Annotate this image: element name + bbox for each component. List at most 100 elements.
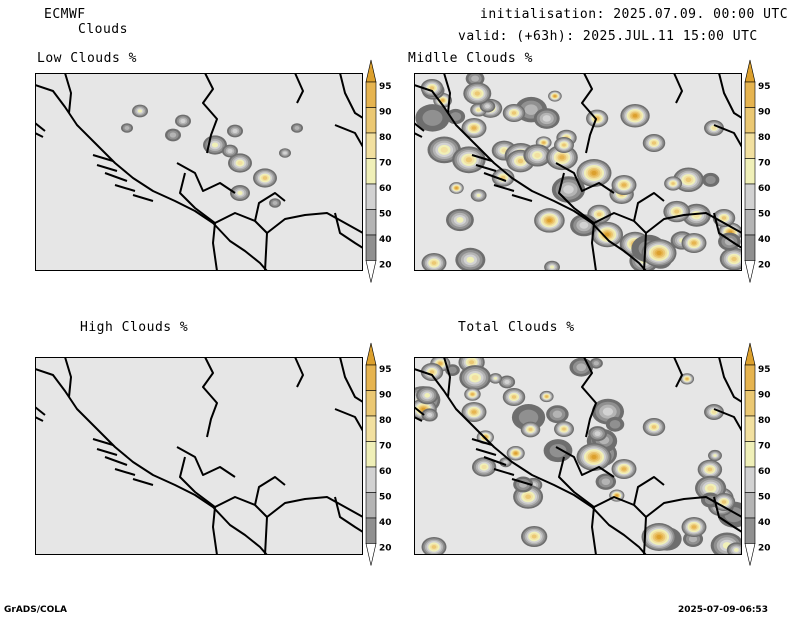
colorbar-label: 50 [758,210,771,220]
cloud-cell [422,109,443,126]
cloud-cell [471,410,477,414]
colorbar-label: 95 [758,365,771,375]
mid-clouds-map [414,73,742,271]
cloud-cell [542,141,545,144]
cloud-cell [579,221,589,229]
total-clouds-map [414,357,742,555]
init-time: initialisation: 2025.07.09. 00:00 UTC [480,7,789,22]
high-clouds-colorbar: 95 90 80 70 60 50 40 20 [363,341,399,579]
colorbar-segment [744,390,756,417]
colorbar-segment [744,441,756,468]
colorbar-segment [365,390,377,417]
colorbar-bottom-arrow [744,543,756,566]
cloud-cell [685,177,692,183]
cloud-cell [427,412,433,418]
colorbar-bottom-arrow [365,543,377,566]
colorbar-svg: 95 90 80 70 60 50 40 20 [365,59,392,283]
footer-timestamp: 2025-07-09-06:53 [678,605,768,615]
colorbar-label: 40 [758,235,771,245]
cloud-cell [721,216,727,220]
colorbar-segment [365,441,377,468]
map-frame [414,73,742,271]
cloud-cell [456,217,464,223]
cloud-cell [656,534,662,540]
cloud-cell [534,152,541,158]
colorbar-label: 90 [758,391,771,401]
cloud-cell [465,157,473,163]
colorbar-label: 80 [379,416,392,426]
cloud-cell [481,464,487,470]
cloud-cell [237,190,243,196]
cloud-cell [227,148,233,154]
colorbar-label: 20 [379,261,392,271]
cloud-cell [429,86,435,90]
cloud-cell [124,126,130,130]
colorbar-top-arrow [365,59,377,83]
cloud-cell [621,183,627,187]
cloud-cell [602,407,614,416]
cloud-cell [711,126,717,130]
cloud-cell [707,485,715,491]
cloud-cell [471,126,477,130]
cloud-cell [615,494,618,497]
cloud-cell [632,114,638,118]
cloud-cell [511,395,517,399]
total-clouds-colorbar: 95 90 80 70 60 50 40 20 [742,341,778,579]
colorbar-label: 60 [758,184,771,194]
colorbar-label: 90 [379,391,392,401]
colorbar-svg: 95 90 80 70 60 50 40 20 [744,342,771,566]
cloud-cell [511,111,517,115]
low-clouds-map-svg [35,73,363,271]
colorbar-label: 90 [379,108,392,118]
cloud-cell [531,534,537,539]
cloud-cell [518,409,539,426]
colorbar-segment [365,183,377,210]
cloud-cell [562,427,566,431]
cloud-cell [211,142,219,148]
colorbar-top-arrow [365,342,377,366]
cloud-cell [294,126,300,130]
cloud-cell [731,256,737,262]
cloud-cell [674,209,680,214]
colorbar-label: 40 [379,518,392,528]
cloud-cell [562,143,566,147]
cloud-cell [656,250,662,256]
colorbar-segment [365,234,377,261]
colorbar-label: 80 [758,416,771,426]
cloud-cell [651,141,657,145]
colorbar-label: 70 [758,159,771,169]
colorbar-segment [744,81,756,108]
cloud-cell [591,454,597,460]
cloud-cell [609,420,621,429]
colorbar-segment [365,466,377,493]
cloud-cell [601,478,611,486]
cloud-cell [232,128,238,134]
colorbar-segment [365,132,377,159]
colorbar-segment [744,158,756,185]
cloud-cell [688,535,698,543]
cloud-cell [563,185,574,194]
valid-time: valid: (+63h): 2025.JUL.11 15:00 UTC [458,29,758,44]
colorbar-segment [365,517,377,544]
colorbar-label: 80 [379,133,392,143]
country-borders [414,73,742,271]
colorbar-label: 80 [758,133,771,143]
colorbar-label: 90 [758,108,771,118]
high-clouds-map [35,357,363,555]
model-label: ECMWF [44,7,86,22]
cloud-cell [503,460,508,464]
colorbar-label: 60 [379,184,392,194]
cloud-cell [552,410,563,418]
colorbar-label: 40 [379,235,392,245]
colorbar-top-arrow [744,342,756,366]
cloud-cell [576,363,587,372]
cloud-cell [721,500,727,504]
colorbar-label: 70 [758,442,771,452]
high-clouds-map-svg [35,357,363,555]
cloud-cell [705,175,716,185]
cloud-cell [621,467,627,471]
total-clouds-title: Total Clouds % [458,320,575,335]
map-background [35,73,363,271]
colorbar-label: 95 [379,82,392,92]
cloud-cell [440,146,448,153]
